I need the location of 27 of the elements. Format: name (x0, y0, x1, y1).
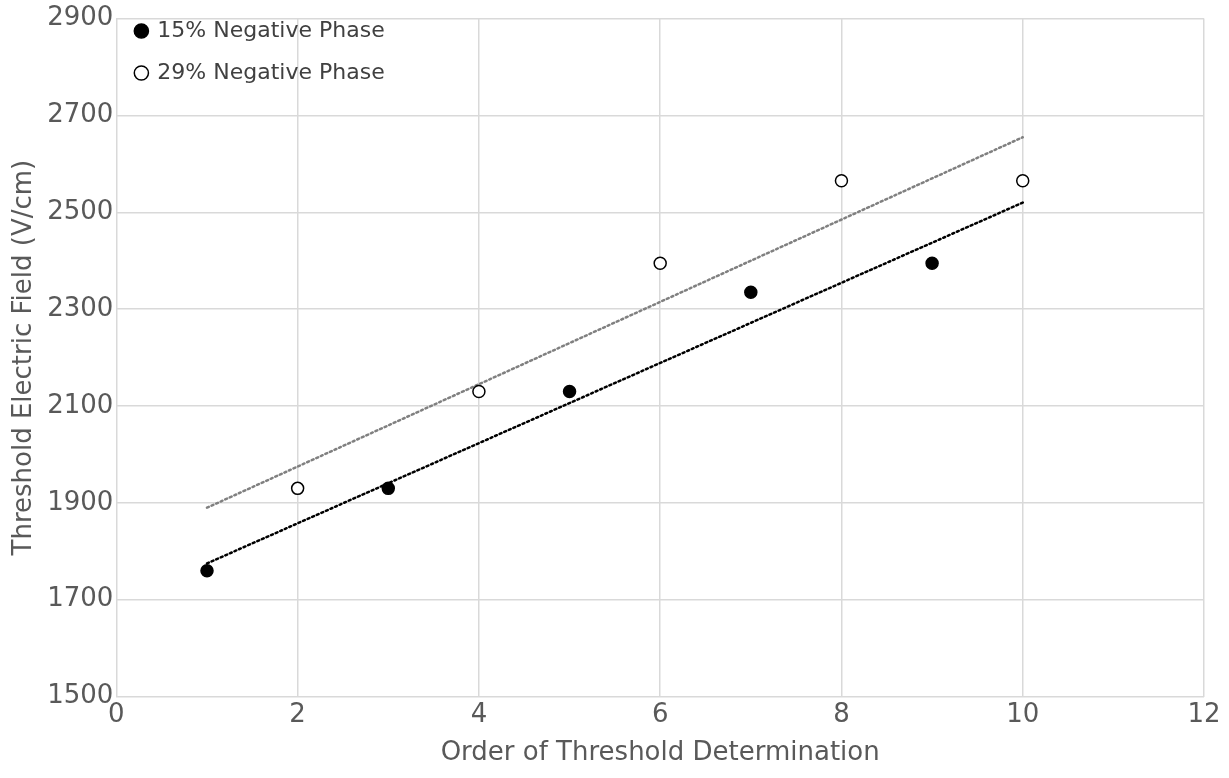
x-tick-label: 4 (470, 697, 488, 728)
legend-label: 29% Negative Phase (157, 58, 385, 84)
x-tick-label: 10 (1006, 697, 1040, 728)
point (834, 174, 849, 188)
point (744, 285, 758, 299)
legend-label: 15% Negative Phase (157, 16, 385, 42)
point (653, 256, 667, 270)
y-tick-label: 2300 (47, 291, 114, 322)
point (562, 384, 577, 399)
x-tick-label: 2 (289, 697, 306, 728)
y-tick-label: 1900 (47, 485, 114, 516)
y-tick-label: 1700 (47, 582, 114, 613)
point (200, 563, 214, 578)
point (472, 384, 486, 399)
x-tick-label: 6 (651, 697, 669, 728)
point (1015, 174, 1030, 188)
y-tick-label: 2700 (47, 98, 114, 129)
x-axis-title: Order of Threshold Determination (440, 736, 880, 767)
x-tick-label: 12 (1187, 697, 1221, 728)
point (925, 256, 939, 270)
y-tick-label: 2900 (47, 1, 114, 32)
y-axis-title: Threshold Electric Field (V/cm) (7, 159, 38, 557)
y-tick-label: 2100 (47, 388, 114, 419)
x-tick-label: 8 (833, 697, 850, 728)
point (381, 481, 396, 496)
point (290, 481, 305, 496)
y-tick-label: 2500 (47, 195, 114, 226)
